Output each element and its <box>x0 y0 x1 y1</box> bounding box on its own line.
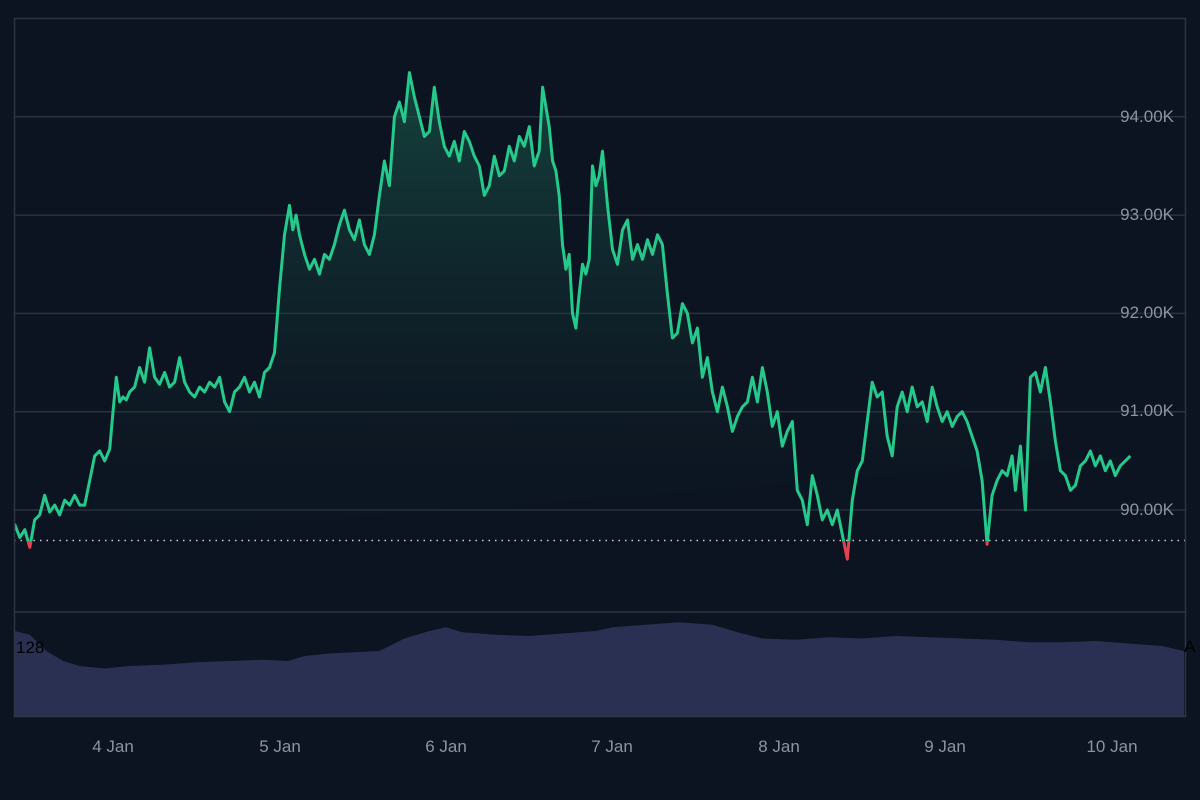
x-tick-label: 7 Jan <box>591 737 633 756</box>
y-tick-label: 94.00K <box>1120 107 1174 126</box>
y-tick-label: 93.00K <box>1120 205 1174 224</box>
x-tick-label: 9 Jan <box>924 737 966 756</box>
volume-area <box>15 622 1184 716</box>
price-area-fill <box>14 72 1131 541</box>
x-tick-label: 4 Jan <box>92 737 134 756</box>
volume-value-label: 128 <box>16 638 45 657</box>
chart-frame <box>13 17 1187 718</box>
volume-axis-label: A <box>1184 637 1196 656</box>
x-tick-label: 5 Jan <box>259 737 301 756</box>
y-tick-label: 92.00K <box>1120 303 1174 322</box>
y-tick-label: 91.00K <box>1120 401 1174 420</box>
y-tick-label: 90.00K <box>1120 500 1174 519</box>
x-tick-label: 6 Jan <box>425 737 467 756</box>
price-line <box>14 71 1132 541</box>
x-tick-label: 10 Jan <box>1086 737 1138 756</box>
x-tick-label: 8 Jan <box>758 737 800 756</box>
